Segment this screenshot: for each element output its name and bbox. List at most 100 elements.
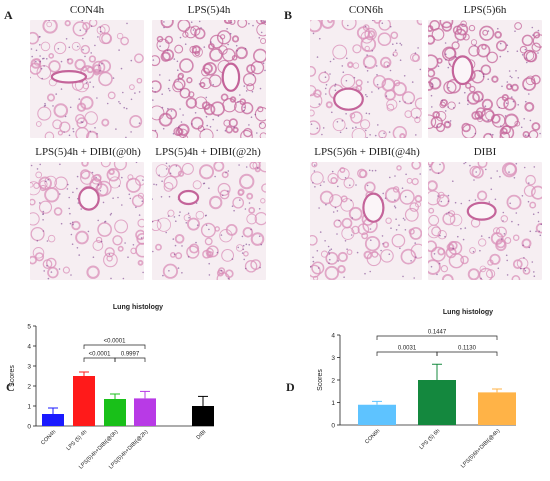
alveolus — [177, 20, 191, 32]
nucleus — [261, 20, 263, 22]
nucleus — [259, 266, 261, 269]
nucleus — [248, 202, 251, 204]
alveolus — [385, 217, 392, 224]
nucleus — [46, 264, 48, 267]
alveolus — [357, 223, 370, 235]
alveolus — [414, 194, 422, 203]
nucleus — [231, 258, 234, 260]
nucleus — [316, 250, 319, 252]
comparison-p-value: 0.1130 — [458, 346, 477, 352]
nucleus — [185, 222, 188, 224]
alveolus — [392, 81, 407, 97]
nucleus — [328, 253, 331, 255]
nucleus — [454, 56, 457, 58]
nucleus — [42, 57, 44, 60]
alveolus — [62, 266, 70, 274]
alveolus — [311, 162, 318, 168]
nucleus — [235, 44, 238, 47]
nucleus — [429, 169, 431, 171]
nucleus — [504, 115, 507, 117]
nucleus — [341, 65, 344, 67]
nucleus — [336, 121, 339, 123]
alveolus — [313, 89, 322, 98]
alveolus — [219, 229, 233, 243]
alveolus — [521, 34, 534, 47]
nucleus — [39, 163, 41, 166]
panel-label-d: D — [286, 380, 295, 394]
micrograph-lps6h-dibi4h — [310, 162, 422, 280]
alveolus — [189, 243, 200, 254]
alveolus — [325, 251, 339, 265]
nucleus — [366, 95, 368, 98]
alveolus — [333, 219, 342, 228]
nucleus — [371, 91, 373, 93]
image-caption-lps4h-dibi0h: LPS(5)4h + DIBI(@0h) — [35, 146, 141, 158]
nucleus — [230, 21, 233, 24]
nucleus — [191, 123, 193, 125]
nucleus — [500, 125, 502, 127]
alveolus — [48, 53, 55, 59]
nucleus — [511, 96, 513, 98]
nucleus — [100, 240, 103, 243]
nucleus — [430, 94, 433, 97]
nucleus — [512, 100, 515, 103]
alveolus — [205, 247, 214, 257]
nucleus — [42, 213, 44, 215]
nucleus — [97, 184, 100, 186]
nucleus — [346, 248, 348, 250]
nucleus — [59, 193, 61, 195]
nucleus — [135, 162, 138, 164]
nucleus — [101, 62, 103, 65]
alveolus — [177, 123, 190, 137]
nucleus — [72, 223, 74, 226]
nucleus — [325, 203, 327, 206]
nucleus — [436, 273, 438, 276]
nucleus — [364, 272, 366, 275]
nucleus — [312, 256, 314, 259]
alveolus — [117, 245, 124, 252]
alveolus — [500, 127, 508, 135]
nucleus — [110, 277, 112, 280]
nucleus — [138, 122, 141, 124]
nucleus — [513, 177, 516, 179]
nucleus — [448, 211, 450, 214]
nucleus — [68, 46, 71, 49]
nucleus — [487, 78, 489, 80]
alveolus — [239, 173, 255, 190]
nucleus — [325, 93, 327, 95]
nucleus — [533, 271, 535, 273]
alveolus — [410, 243, 422, 259]
nucleus — [152, 99, 154, 101]
alveolus — [310, 109, 315, 117]
nucleus — [173, 216, 176, 218]
nucleus — [410, 260, 412, 262]
alveolus — [319, 190, 334, 205]
comparison-p-value: <0.0001 — [89, 352, 112, 358]
alveolus — [198, 164, 215, 180]
nucleus — [252, 74, 255, 76]
bar — [358, 404, 396, 425]
alveolus — [351, 127, 367, 138]
nucleus — [82, 48, 84, 51]
alveolus — [341, 217, 353, 229]
alveolus — [480, 64, 492, 76]
nucleus — [239, 94, 241, 96]
nucleus — [334, 83, 337, 85]
bar — [104, 399, 126, 426]
nucleus — [71, 243, 74, 245]
alveolus — [310, 120, 321, 135]
alveolus — [71, 41, 81, 51]
alveolus — [53, 207, 63, 216]
nucleus — [341, 120, 344, 122]
nucleus — [152, 198, 153, 200]
nucleus — [176, 60, 179, 63]
nucleus — [509, 202, 511, 205]
nucleus — [448, 86, 450, 89]
nucleus — [124, 242, 126, 244]
nucleus — [342, 71, 345, 73]
nucleus — [433, 253, 436, 255]
bar — [134, 398, 156, 426]
panel-label-c: C — [6, 380, 15, 394]
nucleus — [78, 98, 81, 100]
nucleus — [59, 163, 61, 166]
